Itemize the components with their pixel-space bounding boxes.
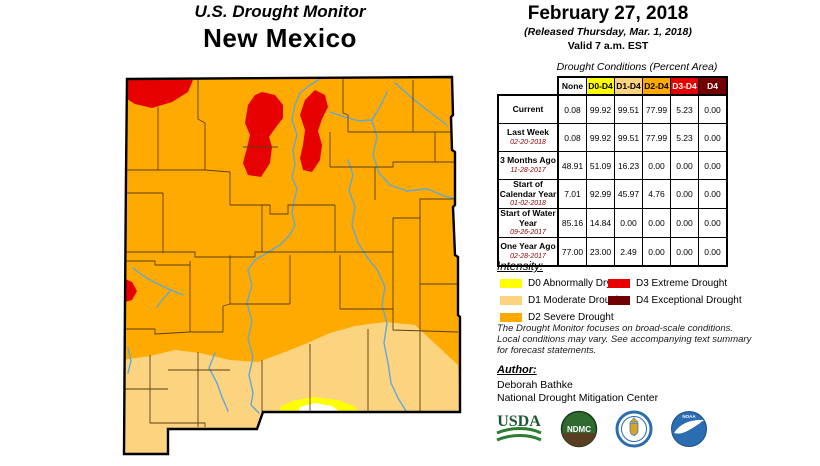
release-date: February 27, 2018 (527, 3, 689, 24)
value-cell: 7.01 (557, 179, 587, 209)
value-cell: 0.00 (670, 179, 699, 209)
value-cell: 99.92 (586, 94, 615, 124)
value-cell: 99.92 (586, 123, 615, 152)
ndmc-logo-text: NDMC (567, 425, 591, 434)
d3-swatch (608, 279, 630, 289)
value-cell: 14.84 (586, 208, 615, 238)
release-block: February 27, 2018 (Released Thursday, Ma… (497, 3, 719, 52)
d4-swatch (608, 296, 630, 306)
d1-swatch (500, 296, 522, 306)
value-cell: 92.99 (586, 179, 615, 209)
legend-item-d2: D2 Severe Drought (500, 309, 614, 327)
drought-conditions-table: None D0-D4 D1-D4 D2-D4 D3-D4 D4 Current … (497, 76, 728, 267)
legend-title: Intensity: (497, 261, 544, 273)
value-cell: 0.00 (698, 237, 728, 267)
new-mexico-drought-map (95, 55, 475, 461)
col-header-d4: D4 (698, 76, 728, 96)
value-cell: 5.23 (670, 123, 699, 152)
no-drought-patch (298, 403, 340, 412)
table-row: Start of Calendar Year 01-02-2018 7.01 9… (497, 179, 728, 209)
commerce-seal-icon (615, 410, 653, 448)
disclaimer: The Drought Monitor focuses on broad-sca… (497, 323, 752, 356)
value-cell: 77.99 (642, 94, 671, 124)
legend-item-d1: D1 Moderate Drought (500, 292, 624, 310)
value-cell: 99.51 (614, 123, 643, 152)
legend-item-d4: D4 Exceptional Drought (608, 292, 742, 310)
value-cell: 4.76 (642, 179, 671, 209)
state-title: New Mexico (203, 23, 357, 53)
row-label-cell: Start of Water Year 09-26-2017 (497, 208, 559, 238)
table-row: Last Week 02-20-2018 0.08 99.92 99.51 77… (497, 123, 728, 152)
table-header-row: None D0-D4 D1-D4 D2-D4 D3-D4 D4 (498, 76, 728, 96)
d3-extreme-patch-central-east (300, 90, 328, 172)
value-cell: 45.97 (614, 179, 643, 209)
state-border (122, 75, 462, 456)
noaa-logo: NOAA (671, 411, 707, 447)
table-corner-cell (498, 77, 558, 95)
table-row: One Year Ago 02-28-2017 77.00 23.00 2.49… (497, 237, 728, 267)
value-cell: 0.00 (698, 208, 728, 238)
rivers (127, 77, 457, 414)
agency-logos: USDA NDMC NOAA (494, 409, 709, 449)
released-note: (Released Thursday, Mar. 1, 2018) (524, 26, 692, 38)
d2-swatch (500, 313, 522, 323)
usda-logo-text: USDA (497, 413, 541, 430)
table-caption: Drought Conditions (Percent Area) (556, 61, 718, 73)
row-label-cell: 3 Months Ago 11-28-2017 (497, 151, 559, 180)
value-cell: 0.08 (557, 123, 587, 152)
noaa-logo-text: NOAA (682, 414, 696, 419)
table-row: 3 Months Ago 11-28-2017 48.91 51.09 16.2… (497, 151, 728, 180)
value-cell: 99.51 (614, 94, 643, 124)
col-header-none: None (557, 76, 587, 96)
value-cell: 0.00 (670, 237, 699, 267)
valid-note: Valid 7 a.m. EST (567, 40, 649, 52)
author-heading: Author: (497, 364, 537, 376)
value-cell: 0.00 (698, 123, 728, 152)
value-cell: 0.00 (698, 179, 728, 209)
d3-extreme-patch-central-west (243, 92, 283, 177)
value-cell: 0.00 (670, 151, 699, 180)
table-row: Start of Water Year 09-26-2017 85.16 14.… (497, 208, 728, 238)
county-boundaries (124, 77, 459, 427)
value-cell: 5.23 (670, 94, 699, 124)
value-cell: 77.99 (642, 123, 671, 152)
row-label-cell: One Year Ago 02-28-2017 (497, 237, 559, 267)
value-cell: 85.16 (557, 208, 587, 238)
row-label-cell: Current (497, 94, 559, 124)
value-cell: 0.00 (698, 151, 728, 180)
drought-map-svg (122, 75, 462, 456)
d1-moderate-region (124, 322, 460, 454)
author-name: Deborah Bathke (497, 379, 573, 391)
value-cell: 0.00 (642, 208, 671, 238)
map-titles: U.S. Drought Monitor New Mexico (100, 2, 460, 54)
value-cell: 48.91 (557, 151, 587, 180)
usda-logo: USDA (496, 413, 542, 442)
program-title: U.S. Drought Monitor (194, 2, 366, 21)
row-label-cell: Last Week 02-20-2018 (497, 123, 559, 152)
value-cell: 0.00 (642, 151, 671, 180)
value-cell: 16.23 (614, 151, 643, 180)
row-label-cell: Start of Calendar Year 01-02-2018 (497, 179, 559, 209)
author-org: National Drought Mitigation Center (497, 392, 659, 404)
col-header-d0d4: D0-D4 (586, 76, 615, 96)
legend-item-d0: D0 Abnormally Dry (500, 275, 611, 293)
author-block: Author: Deborah Bathke National Drought … (497, 364, 658, 405)
col-header-d2d4: D2-D4 (642, 76, 671, 96)
d3-extreme-patch-northwest (127, 79, 193, 108)
col-header-d1d4: D1-D4 (614, 76, 643, 96)
table-row: Current 0.08 99.92 99.51 77.99 5.23 0.00 (497, 94, 728, 124)
value-cell: 0.00 (698, 94, 728, 124)
value-cell: 0.00 (614, 208, 643, 238)
value-cell: 77.00 (557, 237, 587, 267)
d0-swatch (500, 279, 522, 289)
col-header-d3d4: D3-D4 (670, 76, 699, 96)
ndmc-logo: NDMC (560, 410, 598, 448)
intensity-legend: Intensity: D0 Abnormally Dry D1 Moderate… (497, 261, 742, 323)
value-cell: 0.08 (557, 94, 587, 124)
value-cell: 0.00 (670, 208, 699, 238)
value-cell: 51.09 (586, 151, 615, 180)
legend-item-d3: D3 Extreme Drought (608, 275, 727, 293)
